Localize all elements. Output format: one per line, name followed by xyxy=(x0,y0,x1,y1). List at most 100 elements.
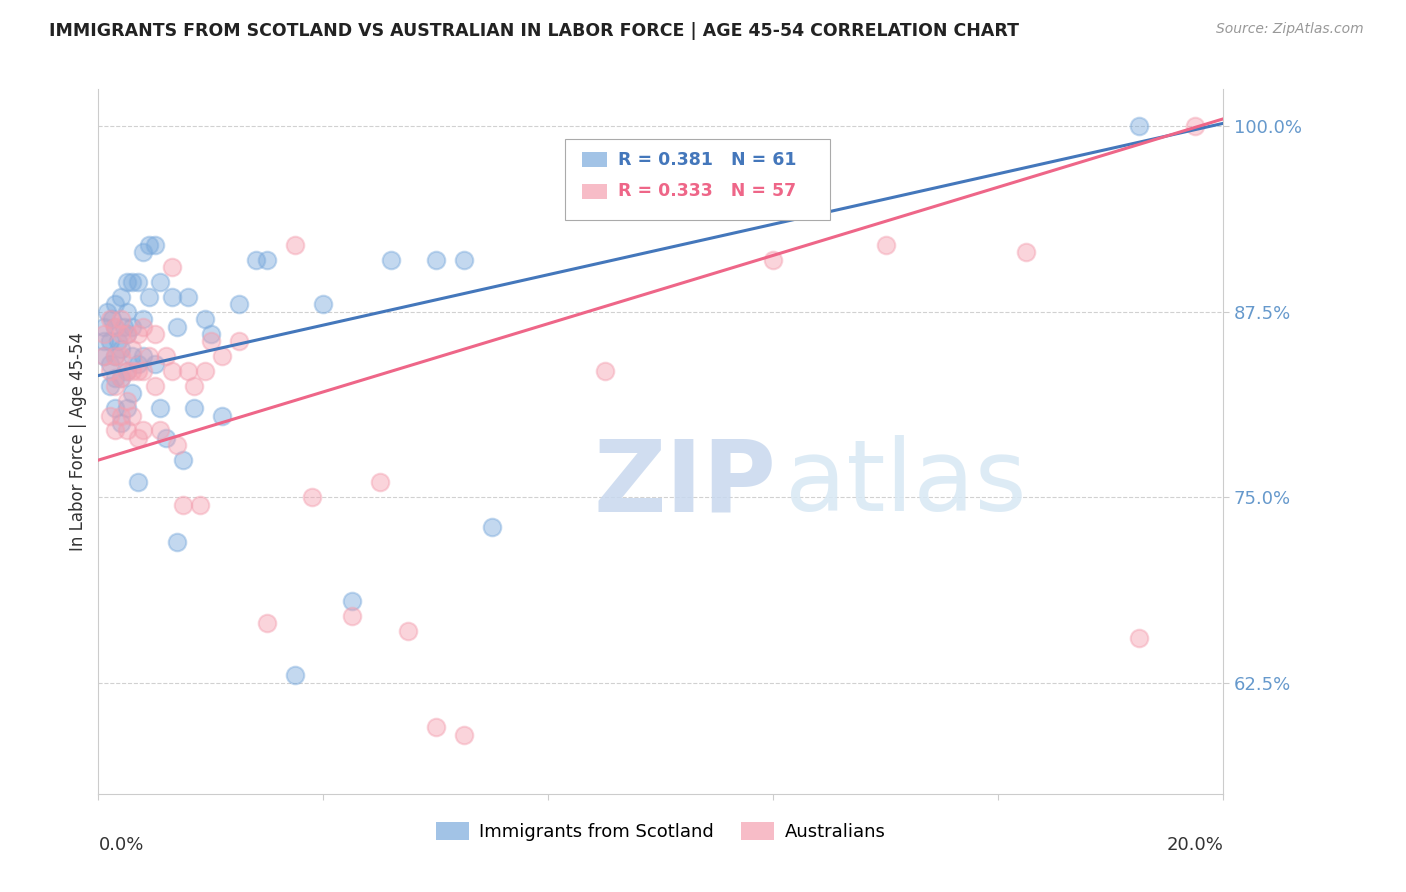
Point xyxy=(127,357,149,371)
Point xyxy=(149,401,172,416)
Point xyxy=(127,275,149,289)
Point xyxy=(762,252,785,267)
Point xyxy=(340,594,363,608)
Point xyxy=(875,238,897,252)
Point xyxy=(98,312,121,326)
Point xyxy=(183,379,205,393)
Point xyxy=(138,349,160,363)
Point xyxy=(115,364,138,378)
Point xyxy=(121,409,143,423)
Point xyxy=(132,245,155,260)
Point xyxy=(132,312,155,326)
Point xyxy=(160,290,183,304)
Point xyxy=(312,297,335,311)
Text: R = 0.333   N = 57: R = 0.333 N = 57 xyxy=(619,182,796,201)
Point xyxy=(110,290,132,304)
Point xyxy=(284,238,307,252)
Point xyxy=(110,371,132,385)
Text: R = 0.381   N = 61: R = 0.381 N = 61 xyxy=(619,151,797,169)
Point xyxy=(104,371,127,385)
Point xyxy=(211,349,233,363)
Point xyxy=(143,238,166,252)
Point xyxy=(121,364,143,378)
Point xyxy=(115,424,138,438)
Point xyxy=(104,297,127,311)
Point xyxy=(211,409,233,423)
Point xyxy=(245,252,267,267)
Point xyxy=(98,409,121,423)
Point xyxy=(149,424,172,438)
Point xyxy=(104,401,127,416)
Point xyxy=(177,290,200,304)
Point xyxy=(143,379,166,393)
Point xyxy=(1015,245,1038,260)
Point xyxy=(188,498,211,512)
Point xyxy=(110,326,132,341)
FancyBboxPatch shape xyxy=(582,152,607,168)
Point xyxy=(256,252,278,267)
Point xyxy=(228,334,250,349)
Point xyxy=(453,727,475,741)
Point xyxy=(143,326,166,341)
Legend: Immigrants from Scotland, Australians: Immigrants from Scotland, Australians xyxy=(429,814,893,848)
Point xyxy=(115,393,138,408)
Point xyxy=(1184,120,1206,134)
Point xyxy=(380,252,402,267)
Point xyxy=(98,379,121,393)
Point xyxy=(115,401,138,416)
Point xyxy=(104,319,127,334)
Point xyxy=(104,319,127,334)
Point xyxy=(127,364,149,378)
Text: ZIP: ZIP xyxy=(593,435,776,533)
Point xyxy=(340,608,363,623)
Point xyxy=(115,275,138,289)
Point xyxy=(200,334,222,349)
Point xyxy=(98,364,121,378)
Point xyxy=(138,290,160,304)
Point xyxy=(132,364,155,378)
Point xyxy=(284,668,307,682)
Point xyxy=(155,431,177,445)
Point xyxy=(132,319,155,334)
Point xyxy=(160,364,183,378)
Point xyxy=(110,312,132,326)
FancyBboxPatch shape xyxy=(565,138,830,219)
Point xyxy=(121,319,143,334)
Point xyxy=(368,475,391,490)
Point xyxy=(110,342,132,356)
Point xyxy=(160,260,183,275)
Point xyxy=(98,357,121,371)
Point xyxy=(138,238,160,252)
Point xyxy=(228,297,250,311)
Point xyxy=(194,364,217,378)
Point xyxy=(121,275,143,289)
Point xyxy=(453,252,475,267)
Point xyxy=(93,319,115,334)
Point xyxy=(143,357,166,371)
Point xyxy=(127,326,149,341)
Point xyxy=(166,319,188,334)
Point xyxy=(121,386,143,401)
Y-axis label: In Labor Force | Age 45-54: In Labor Force | Age 45-54 xyxy=(69,332,87,551)
Point xyxy=(115,364,138,378)
Point xyxy=(425,720,447,734)
Point xyxy=(481,520,503,534)
Point xyxy=(593,364,616,378)
Point xyxy=(93,326,115,341)
Point xyxy=(110,409,132,423)
Point xyxy=(183,401,205,416)
Text: 20.0%: 20.0% xyxy=(1167,836,1223,855)
Point xyxy=(200,326,222,341)
Point xyxy=(127,475,149,490)
Point xyxy=(301,490,323,504)
Text: Source: ZipAtlas.com: Source: ZipAtlas.com xyxy=(1216,22,1364,37)
Point xyxy=(96,304,118,318)
Point xyxy=(194,312,217,326)
Point xyxy=(396,624,419,638)
Point xyxy=(166,534,188,549)
Point xyxy=(425,252,447,267)
Point xyxy=(104,349,127,363)
Point xyxy=(104,349,127,363)
Text: IMMIGRANTS FROM SCOTLAND VS AUSTRALIAN IN LABOR FORCE | AGE 45-54 CORRELATION CH: IMMIGRANTS FROM SCOTLAND VS AUSTRALIAN I… xyxy=(49,22,1019,40)
Point xyxy=(104,379,127,393)
